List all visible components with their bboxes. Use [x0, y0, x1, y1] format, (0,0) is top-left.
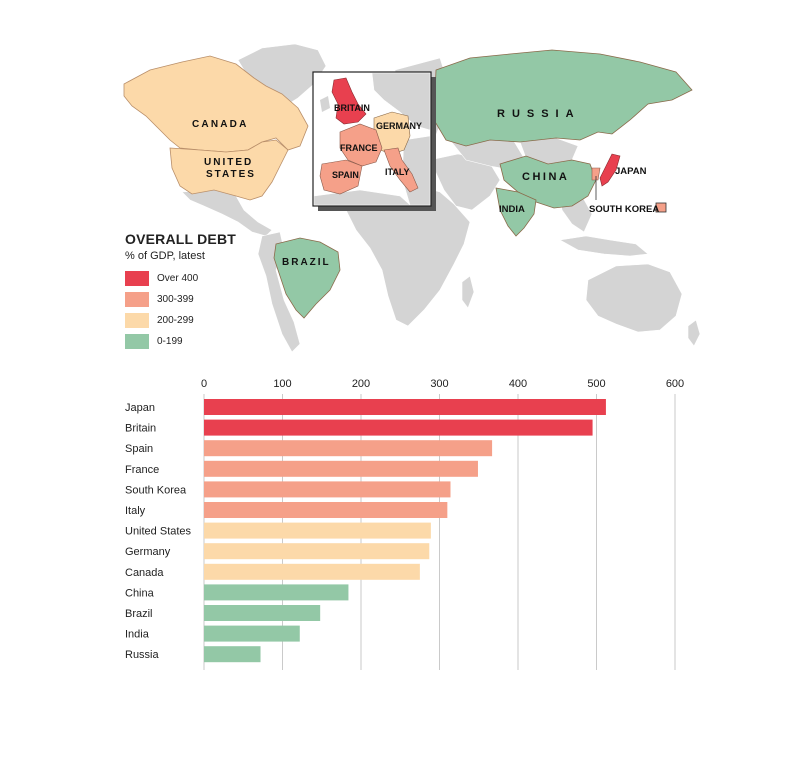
legend-title: OVERALL DEBT [125, 231, 237, 247]
legend: OVERALL DEBT % of GDP, latest Over 400 30… [125, 231, 236, 352]
bar [204, 460, 478, 477]
category-label: Britain [125, 423, 156, 435]
italy-shape [383, 147, 419, 193]
bar [204, 543, 430, 560]
legend-item: 300-399 [125, 289, 236, 309]
category-label: China [125, 587, 155, 599]
category-label: Brazil [125, 608, 153, 620]
new-zealand-shape [687, 319, 701, 347]
label-india: INDIA [499, 204, 525, 215]
bar [204, 502, 448, 518]
category-label: Spain [125, 443, 153, 455]
brazil-shape [273, 237, 341, 319]
label-russia: RUSSIA [497, 108, 581, 120]
bar-chart: 0 100 200 300 400 500 600 Japan Britain Spain Fran… [125, 378, 684, 670]
bar [204, 399, 606, 415]
bar [204, 522, 431, 539]
x-tick-label: 500 [587, 378, 605, 390]
indonesia-shape [559, 235, 649, 257]
label-britain: BRITAIN [334, 103, 370, 113]
legend-label: 200-299 [157, 314, 194, 326]
label-canada: CANADA [192, 119, 249, 130]
africa-shape [345, 181, 471, 327]
south-korea-key-box [655, 202, 667, 213]
legend-label: 300-399 [157, 293, 194, 305]
legend-label: 0-199 [157, 335, 183, 347]
russia-shape [433, 49, 693, 147]
category-label: South Korea [125, 484, 187, 496]
legend-item: 200-299 [125, 310, 236, 330]
category-label: Canada [125, 567, 164, 579]
spain-shape [319, 159, 363, 195]
x-tick-label: 400 [509, 378, 527, 390]
category-label: Italy [125, 505, 146, 517]
legend-swatch [125, 312, 149, 328]
category-label: India [125, 629, 150, 641]
label-spain: SPAIN [332, 170, 359, 180]
category-label: Japan [125, 402, 155, 414]
south-korea-shape [591, 167, 601, 181]
legend-swatch [125, 270, 149, 286]
category-label: Russia [125, 649, 160, 661]
x-tick-label: 300 [430, 378, 448, 390]
label-south-korea: SOUTH KOREA [589, 204, 659, 215]
label-germany: GERMANY [376, 121, 422, 131]
x-tick-label: 100 [273, 378, 291, 390]
ireland-shape [320, 96, 330, 112]
bar [204, 605, 321, 621]
bar [204, 481, 451, 498]
australia-shape [585, 263, 683, 333]
x-tick-label: 600 [666, 378, 684, 390]
legend-subtitle: % of GDP, latest [125, 250, 205, 262]
bar [204, 584, 349, 601]
category-label: France [125, 464, 159, 476]
bar [204, 440, 493, 457]
x-tick-label: 0 [201, 378, 207, 390]
united-states-shape [169, 139, 289, 201]
legend-swatch [125, 291, 149, 307]
bar [204, 563, 420, 580]
britain-shape [331, 77, 367, 125]
legend-item: 0-199 [125, 331, 236, 351]
madagascar-shape [461, 275, 475, 309]
category-label: United States [125, 526, 192, 538]
legend-item: Over 400 [125, 268, 236, 288]
label-japan: JAPAN [615, 166, 647, 177]
legend-items: Over 400 300-399 200-299 0-199 [125, 268, 236, 351]
canada-shape [123, 55, 309, 153]
label-united: UNITED [204, 157, 253, 168]
label-states: STATES [206, 169, 256, 180]
x-tick-label: 200 [352, 378, 370, 390]
legend-label: Over 400 [157, 272, 199, 284]
label-italy: ITALY [385, 167, 410, 177]
bar [204, 625, 300, 642]
label-france: FRANCE [340, 143, 378, 153]
france-shape [339, 123, 383, 167]
category-label: Germany [125, 546, 171, 558]
india-shape [495, 187, 537, 237]
bar [204, 646, 261, 663]
japan-shape [599, 153, 621, 187]
label-brazil: BRAZIL [282, 257, 331, 268]
bar [204, 419, 593, 436]
world-map: CANADA UNITED STATES BRAZIL RUSSIA CHINA… [123, 43, 701, 353]
europe-inset [314, 73, 430, 205]
label-china: CHINA [522, 171, 569, 183]
legend-swatch [125, 333, 149, 349]
